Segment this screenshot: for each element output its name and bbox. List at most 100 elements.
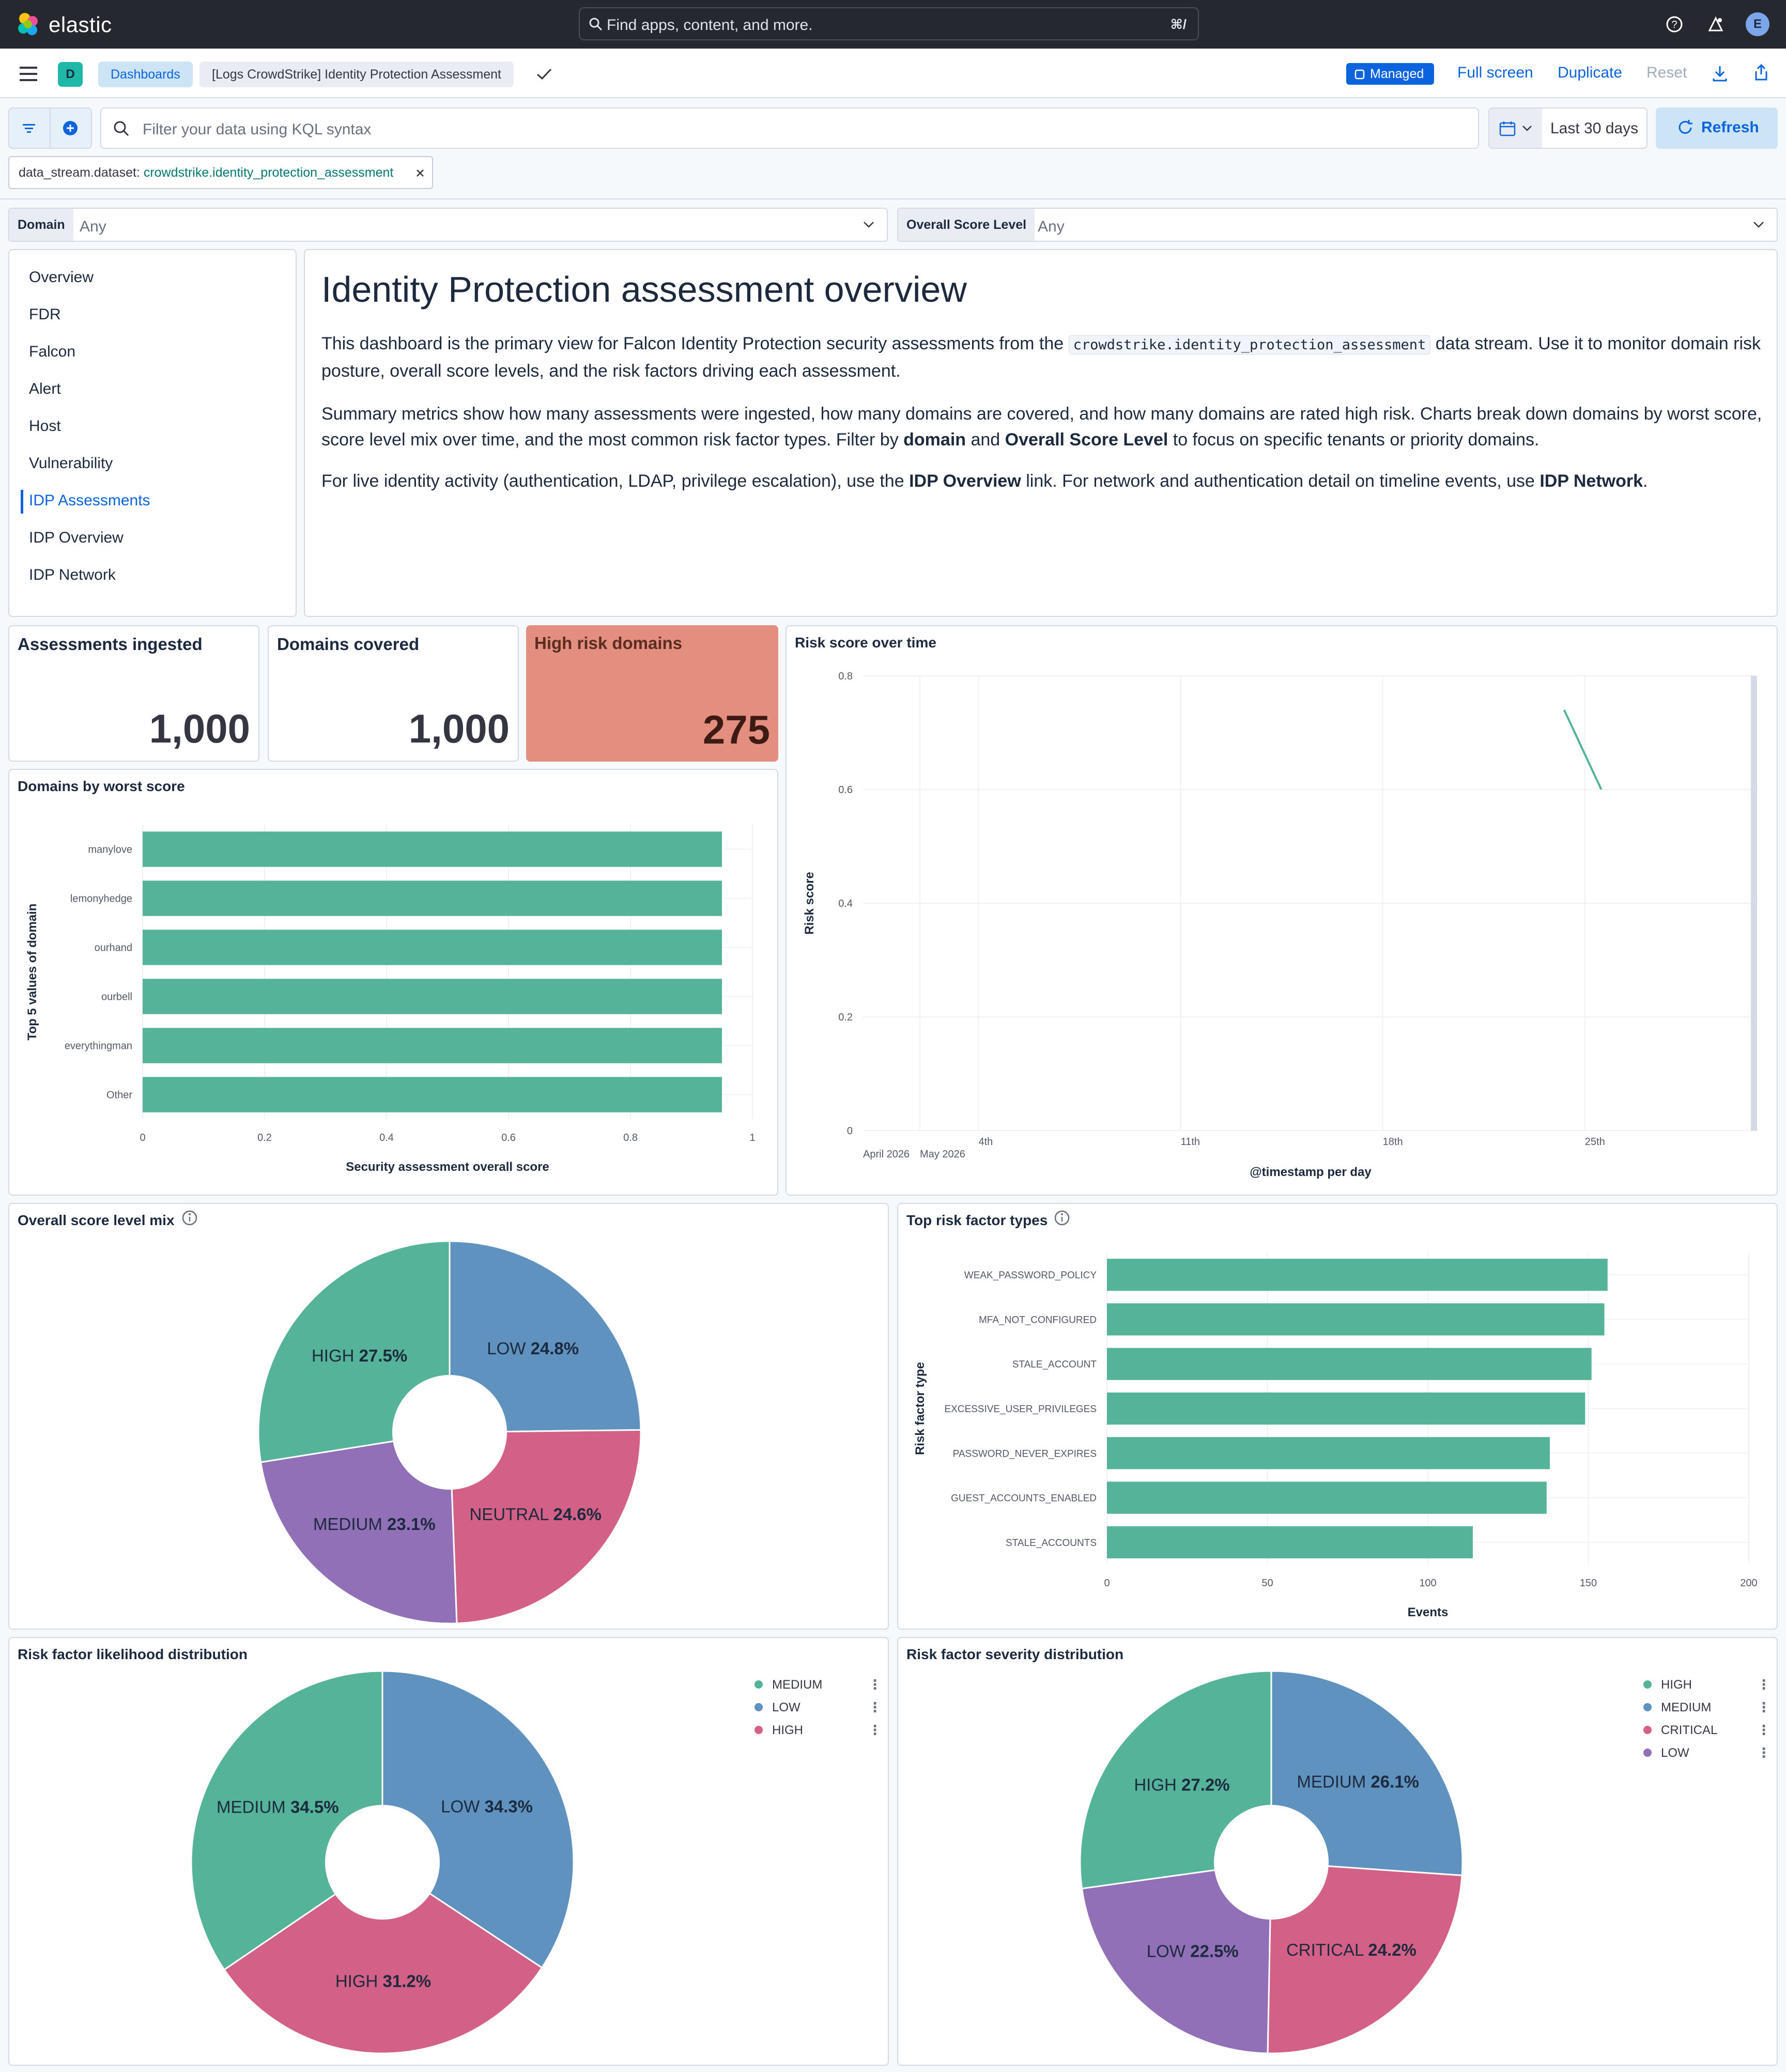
- user-avatar[interactable]: E: [1746, 12, 1769, 36]
- managed-badge[interactable]: Managed: [1346, 63, 1435, 85]
- domain-control[interactable]: Domain Any: [8, 208, 888, 242]
- slice-label: HIGH 27.2%: [1134, 1775, 1229, 1794]
- x-tick-label: 1: [749, 1132, 755, 1143]
- pie-slice: [223, 1861, 543, 2054]
- score-level-donut-chart: LOW 24.8% NEUTRAL 24.6% MEDIUM 23.1% HIGH 2…: [257, 1240, 642, 1625]
- risk-score-line-chart: 0 0.2 0.4 0.6 0.8 4th 11th 18th 25th April 2026 Ma…: [803, 671, 1758, 1179]
- chevron-down-icon: [1522, 126, 1532, 131]
- pie-slice: [259, 1431, 458, 1625]
- close-icon[interactable]: [415, 168, 425, 178]
- quick-menu-button[interactable]: [1489, 109, 1542, 148]
- nav-item-falcon[interactable]: Falcon: [29, 343, 76, 360]
- elastic-logo-icon[interactable]: [16, 11, 41, 37]
- nav-item-host[interactable]: Host: [29, 418, 61, 435]
- legend-options-icon: ⋮: [1757, 1677, 1770, 1692]
- category-label: PASSWORD_NEVER_EXPIRES: [953, 1448, 1097, 1459]
- metric-title: High risk domains: [534, 633, 683, 653]
- filter-menu-icon[interactable]: [22, 122, 37, 134]
- nav-item-overview[interactable]: Overview: [29, 269, 94, 286]
- legend-label: CRITICAL: [1661, 1723, 1717, 1737]
- slice-label: LOW 34.3%: [441, 1797, 533, 1816]
- x-tick-label: 100: [1419, 1578, 1436, 1589]
- full-screen-button[interactable]: Full screen: [1457, 64, 1533, 81]
- info-icon[interactable]: [181, 1209, 198, 1227]
- nav-item-idp-assessments[interactable]: IDP Assessments: [29, 492, 150, 509]
- metric-value: 275: [702, 707, 770, 752]
- risk-factor-types-bar-chart: 0 50 100 150 200 WEAK_PASSWORD_POLICY MFA_NOT_…: [913, 1253, 1758, 1619]
- newsfeed-icon[interactable]: [1705, 14, 1726, 35]
- series-line: [1563, 709, 1603, 790]
- managed-icon: [1354, 69, 1365, 80]
- search-placeholder: Find apps, content, and more.: [607, 17, 813, 34]
- legend-swatch: [1643, 1726, 1652, 1734]
- pie-slice: [1081, 1861, 1272, 2054]
- p2-text-and: and: [966, 430, 1005, 450]
- legend-label: MEDIUM: [1661, 1700, 1711, 1714]
- legend-options-icon: ⋮: [868, 1677, 882, 1692]
- download-icon[interactable]: [1711, 64, 1729, 83]
- check-icon[interactable]: [535, 66, 553, 82]
- nav-item-fdr[interactable]: FDR: [29, 306, 61, 323]
- legend-options-icon: ⋮: [1757, 1722, 1770, 1738]
- info-icon[interactable]: [1053, 1209, 1071, 1227]
- filter-controls: [8, 107, 92, 149]
- markdown-panel: [304, 249, 1778, 617]
- nav-item-vulnerability[interactable]: Vulnerability: [29, 455, 113, 472]
- navigation-panel: [8, 249, 297, 617]
- y-axis-title: Top 5 values of domain: [25, 904, 39, 1041]
- nav-item-alert[interactable]: Alert: [29, 380, 61, 397]
- score-level-mix-panel: Overall score level mix LOW 24.8% NEUTRAL…: [8, 1203, 889, 1630]
- refresh-label: Refresh: [1701, 119, 1759, 136]
- pie-slice: [190, 1670, 383, 1971]
- score-level-control[interactable]: Overall Score Level Any: [897, 208, 1778, 242]
- nav-item-idp-network[interactable]: IDP Network: [29, 566, 116, 583]
- duplicate-button[interactable]: Duplicate: [1558, 64, 1623, 81]
- x-tick-label: 0.4: [379, 1132, 394, 1143]
- kql-query-input[interactable]: Filter your data using KQL syntax: [100, 107, 1479, 149]
- p2-bold-domain: domain: [903, 430, 966, 450]
- p3-bold-idp-network: IDP Network: [1539, 471, 1643, 491]
- breadcrumb-dashboards[interactable]: Dashboards: [98, 61, 193, 87]
- filter-pill[interactable]: data_stream.dataset: crowdstrike.identit…: [8, 156, 433, 189]
- donut-hole: [325, 1805, 440, 1920]
- global-search-input[interactable]: Find apps, content, and more. ⌘/: [579, 7, 1199, 40]
- legend-swatch: [755, 1726, 763, 1734]
- pie-slice: [449, 1429, 642, 1625]
- panel-title: Top risk factor types: [906, 1212, 1048, 1228]
- y-axis-title: Risk factor type: [913, 1362, 927, 1455]
- legend-swatch: [755, 1680, 763, 1689]
- metric-high-risk-domains: High risk domains 275: [526, 625, 778, 762]
- nav-item-idp-overview[interactable]: IDP Overview: [29, 529, 124, 546]
- legend-options-icon: ⋮: [868, 1722, 882, 1738]
- refresh-button[interactable]: Refresh: [1656, 107, 1778, 149]
- slice-label: NEUTRAL 24.6%: [469, 1505, 602, 1524]
- markdown-title: Identity Protection assessment overview: [321, 269, 967, 310]
- legend-swatch: [1643, 1680, 1652, 1689]
- date-picker[interactable]: Last 30 days: [1488, 107, 1648, 149]
- menu-icon[interactable]: [19, 65, 39, 83]
- reset-button[interactable]: Reset: [1646, 64, 1687, 81]
- space-avatar[interactable]: D: [58, 62, 83, 87]
- markdown-paragraph-1: This dashboard is the primary view for F…: [321, 331, 1768, 384]
- slice-label: HIGH 31.2%: [335, 1971, 431, 1990]
- category-label: EXCESSIVE_USER_PRIVILEGES: [944, 1404, 1097, 1415]
- add-filter-icon[interactable]: [62, 120, 79, 136]
- legend-swatch: [755, 1703, 763, 1711]
- filter-value: crowdstrike.identity_protection_assessme…: [143, 165, 394, 180]
- slice-label: LOW 24.8%: [487, 1339, 579, 1358]
- x-tick-label: 150: [1580, 1578, 1597, 1589]
- metric-domains-covered: Domains covered 1,000: [268, 625, 519, 762]
- domain-control-value: Any: [80, 218, 106, 235]
- date-range-label[interactable]: Last 30 days: [1550, 120, 1639, 137]
- likelihood-donut-chart: LOW 34.3% HIGH 31.2% MEDIUM 34.5% MEDIUM ⋮ LO…: [190, 1670, 882, 2054]
- bar: [1107, 1481, 1547, 1514]
- brand-name[interactable]: elastic: [49, 12, 112, 37]
- p1-code: crowdstrike.identity_protection_assessme…: [1068, 335, 1431, 354]
- nav-active-indicator: [21, 490, 23, 514]
- category-label: lemonyhedge: [70, 893, 132, 905]
- legend-label: HIGH: [772, 1723, 803, 1737]
- filter-field: data_stream.dataset:: [19, 165, 144, 180]
- share-icon[interactable]: [1752, 63, 1770, 82]
- help-icon[interactable]: ?: [1664, 14, 1685, 35]
- x-tick-label: 200: [1740, 1578, 1757, 1589]
